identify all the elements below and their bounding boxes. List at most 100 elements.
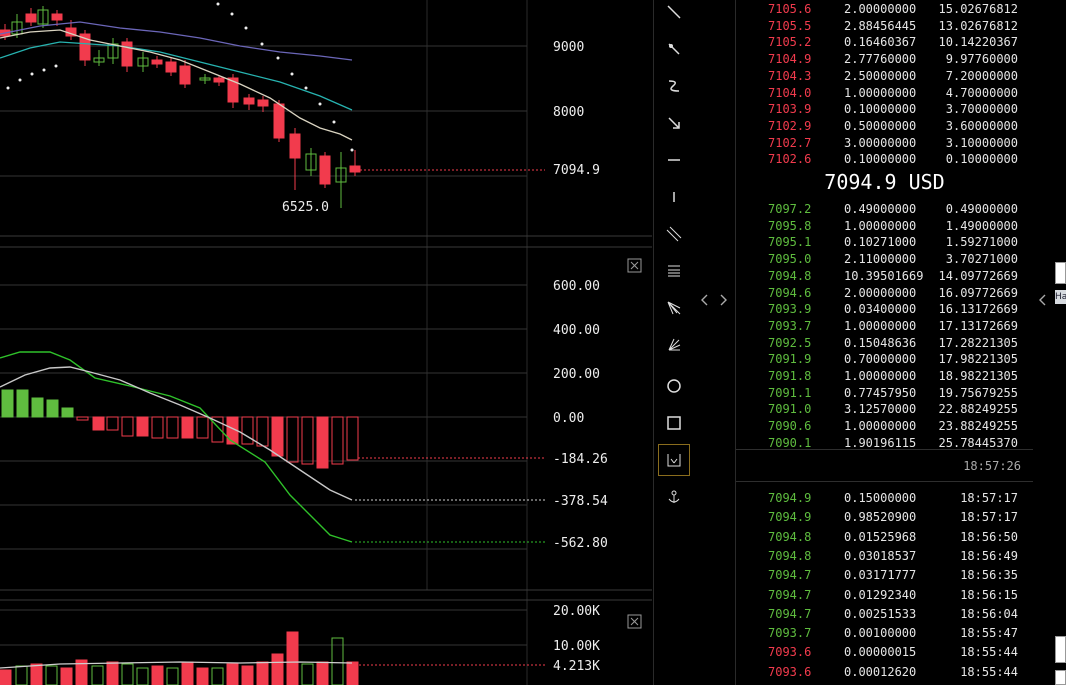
total-cell: 16.09772669 <box>938 285 1018 300</box>
amount-cell: 0.10000000 <box>844 152 917 167</box>
candle-body <box>37 9 49 25</box>
candle-body <box>151 59 163 65</box>
candle-body <box>137 57 149 67</box>
amount-cell: 0.03018537 <box>844 548 917 563</box>
sar-dot <box>230 12 234 16</box>
horizontal-ray-icon[interactable] <box>658 181 690 213</box>
candle-body <box>257 99 269 107</box>
bid-row[interactable]: 7094.6 2.00000000 16.09772669 <box>736 285 1026 302</box>
bid-row[interactable]: 7095.8 1.00000000 1.49000000 <box>736 218 1026 235</box>
macd-histogram-bar <box>61 407 74 418</box>
circle-icon[interactable] <box>658 370 690 402</box>
bid-row[interactable]: 7093.9 0.03400000 16.13172669 <box>736 301 1026 318</box>
sar-dot <box>54 64 58 68</box>
chevron-left-icon[interactable] <box>698 292 712 306</box>
ask-row[interactable]: 7103.9 0.10000000 3.70000000 <box>736 101 1026 118</box>
bid-row[interactable]: 7095.0 2.11000000 3.70271000 <box>736 251 1026 268</box>
price-cell: 7091.9 <box>768 352 812 367</box>
parallel-channel-icon[interactable] <box>658 218 690 250</box>
chart-area[interactable]: 9000 8000 7094.9 6525.0 600.00 400.00 20… <box>0 0 652 685</box>
gann-fan-icon[interactable] <box>658 329 690 361</box>
amount-cell: 3.00000000 <box>844 135 917 150</box>
ask-row[interactable]: 7102.7 3.00000000 3.10000000 <box>736 135 1026 152</box>
anchor-icon[interactable] <box>658 481 690 513</box>
ask-row[interactable]: 7105.2 0.16460367 10.14220367 <box>736 34 1026 51</box>
ask-row[interactable]: 7102.6 0.10000000 0.10000000 <box>736 151 1026 168</box>
bid-row[interactable]: 7091.9 0.70000000 17.98221305 <box>736 351 1026 368</box>
bid-row[interactable]: 7091.0 3.12570000 22.88249255 <box>736 401 1026 418</box>
candle-body <box>93 57 105 63</box>
sar-dot <box>318 102 322 106</box>
trade-row[interactable]: 7094.8 0.03018537 18:56:49 <box>736 548 1026 565</box>
trade-row[interactable]: 7093.6 0.00012620 18:55:44 <box>736 664 1026 681</box>
chevron-left-icon[interactable] <box>1036 292 1050 306</box>
trade-row[interactable]: 7093.6 0.00000015 18:55:44 <box>736 644 1026 661</box>
chart-canvas[interactable]: 9000 8000 7094.9 6525.0 600.00 400.00 20… <box>0 0 652 685</box>
ask-row[interactable]: 7105.5 2.88456445 13.02676812 <box>736 18 1026 35</box>
macd-axis-label: 400.00 <box>553 323 600 338</box>
price-cell: 7094.9 <box>768 510 812 525</box>
side-panel-tab[interactable]: Ha <box>1055 290 1066 304</box>
macd-histogram-bar <box>166 416 179 439</box>
close-macd-panel-button[interactable] <box>627 258 642 273</box>
rectangle-icon[interactable] <box>658 407 690 439</box>
price-cell: 7094.8 <box>768 268 812 283</box>
candle-body <box>213 77 225 83</box>
bid-row[interactable]: 7091.1 0.77457950 19.75679255 <box>736 385 1026 402</box>
total-cell: 15.02676812 <box>938 2 1018 16</box>
brush-icon[interactable] <box>658 70 690 102</box>
ask-row[interactable]: 7104.9 2.77760000 9.97760000 <box>736 51 1026 68</box>
arrow-pointer-icon[interactable] <box>658 33 690 65</box>
bid-row[interactable]: 7093.7 1.00000000 17.13172669 <box>736 318 1026 335</box>
volume-bar <box>30 663 43 685</box>
macd-histogram-bar <box>256 416 269 447</box>
bid-row[interactable]: 7090.6 1.00000000 23.88249255 <box>736 418 1026 435</box>
total-cell: 18.98221305 <box>938 369 1018 383</box>
bid-row[interactable]: 7097.2 0.49000000 0.49000000 <box>736 201 1026 218</box>
bid-row[interactable]: 7090.1 1.90196115 25.78445370 <box>736 435 1026 452</box>
macd-histogram <box>1 389 359 469</box>
bid-row[interactable]: 7094.8 10.39501669 14.09772669 <box>736 268 1026 285</box>
low-price-label: 6525.0 <box>282 200 329 215</box>
close-volume-panel-button[interactable] <box>627 614 642 629</box>
side-panel-frame <box>1055 670 1066 685</box>
macd-histogram-bar <box>16 389 29 418</box>
ask-row[interactable]: 7104.0 1.00000000 4.70000000 <box>736 85 1026 102</box>
measure-icon[interactable] <box>658 444 690 476</box>
total-cell: 0.10000000 <box>945 152 1018 167</box>
chevron-right-icon[interactable] <box>716 292 730 306</box>
trade-row[interactable]: 7094.7 0.01292340 18:56:15 <box>736 587 1026 604</box>
pitchfork-icon[interactable] <box>658 292 690 324</box>
volume-bar <box>0 669 12 685</box>
trade-row[interactable]: 7094.8 0.01525968 18:56:50 <box>736 529 1026 546</box>
volume-bars <box>0 631 359 685</box>
trend-line-icon[interactable] <box>658 0 690 28</box>
volume-ma-line <box>0 661 353 669</box>
ask-row[interactable]: 7104.3 2.50000000 7.20000000 <box>736 68 1026 85</box>
last-price-display: 7094.9 USD <box>824 170 945 194</box>
macd-histogram-value: -184.26 <box>553 452 608 467</box>
bid-row[interactable]: 7092.5 0.15048636 17.28221305 <box>736 335 1026 352</box>
trade-row[interactable]: 7094.7 0.03171777 18:56:35 <box>736 567 1026 584</box>
volume-bar <box>15 665 28 685</box>
arrow-line-icon[interactable] <box>658 107 690 139</box>
trade-row[interactable]: 7093.7 0.00100000 18:55:47 <box>736 625 1026 642</box>
amount-cell: 0.01292340 <box>844 587 917 602</box>
amount-cell: 0.49000000 <box>844 202 917 216</box>
bid-row[interactable]: 7091.8 1.00000000 18.98221305 <box>736 368 1026 385</box>
trade-row[interactable]: 7094.7 0.00251533 18:56:04 <box>736 606 1026 623</box>
trade-row[interactable]: 7094.9 0.15000000 18:57:17 <box>736 490 1026 507</box>
bid-row[interactable]: 7095.1 0.10271000 1.59271000 <box>736 234 1026 251</box>
horizontal-line-icon[interactable] <box>658 144 690 176</box>
ma-slow-line <box>0 21 353 61</box>
fib-retracement-icon[interactable] <box>658 255 690 287</box>
trade-row[interactable]: 7094.9 0.98520900 18:57:17 <box>736 509 1026 526</box>
macd-histogram-bar <box>136 416 149 437</box>
time-cell: 18:55:44 <box>960 664 1018 679</box>
ask-row[interactable]: 7105.6 2.00000000 15.02676812 <box>736 1 1026 18</box>
macd-axis-label: 0.00 <box>553 411 584 426</box>
amount-cell: 10.39501669 <box>844 268 924 283</box>
panel-collapse-strip <box>694 0 734 685</box>
candle-body <box>227 77 239 103</box>
ask-row[interactable]: 7102.9 0.50000000 3.60000000 <box>736 118 1026 135</box>
